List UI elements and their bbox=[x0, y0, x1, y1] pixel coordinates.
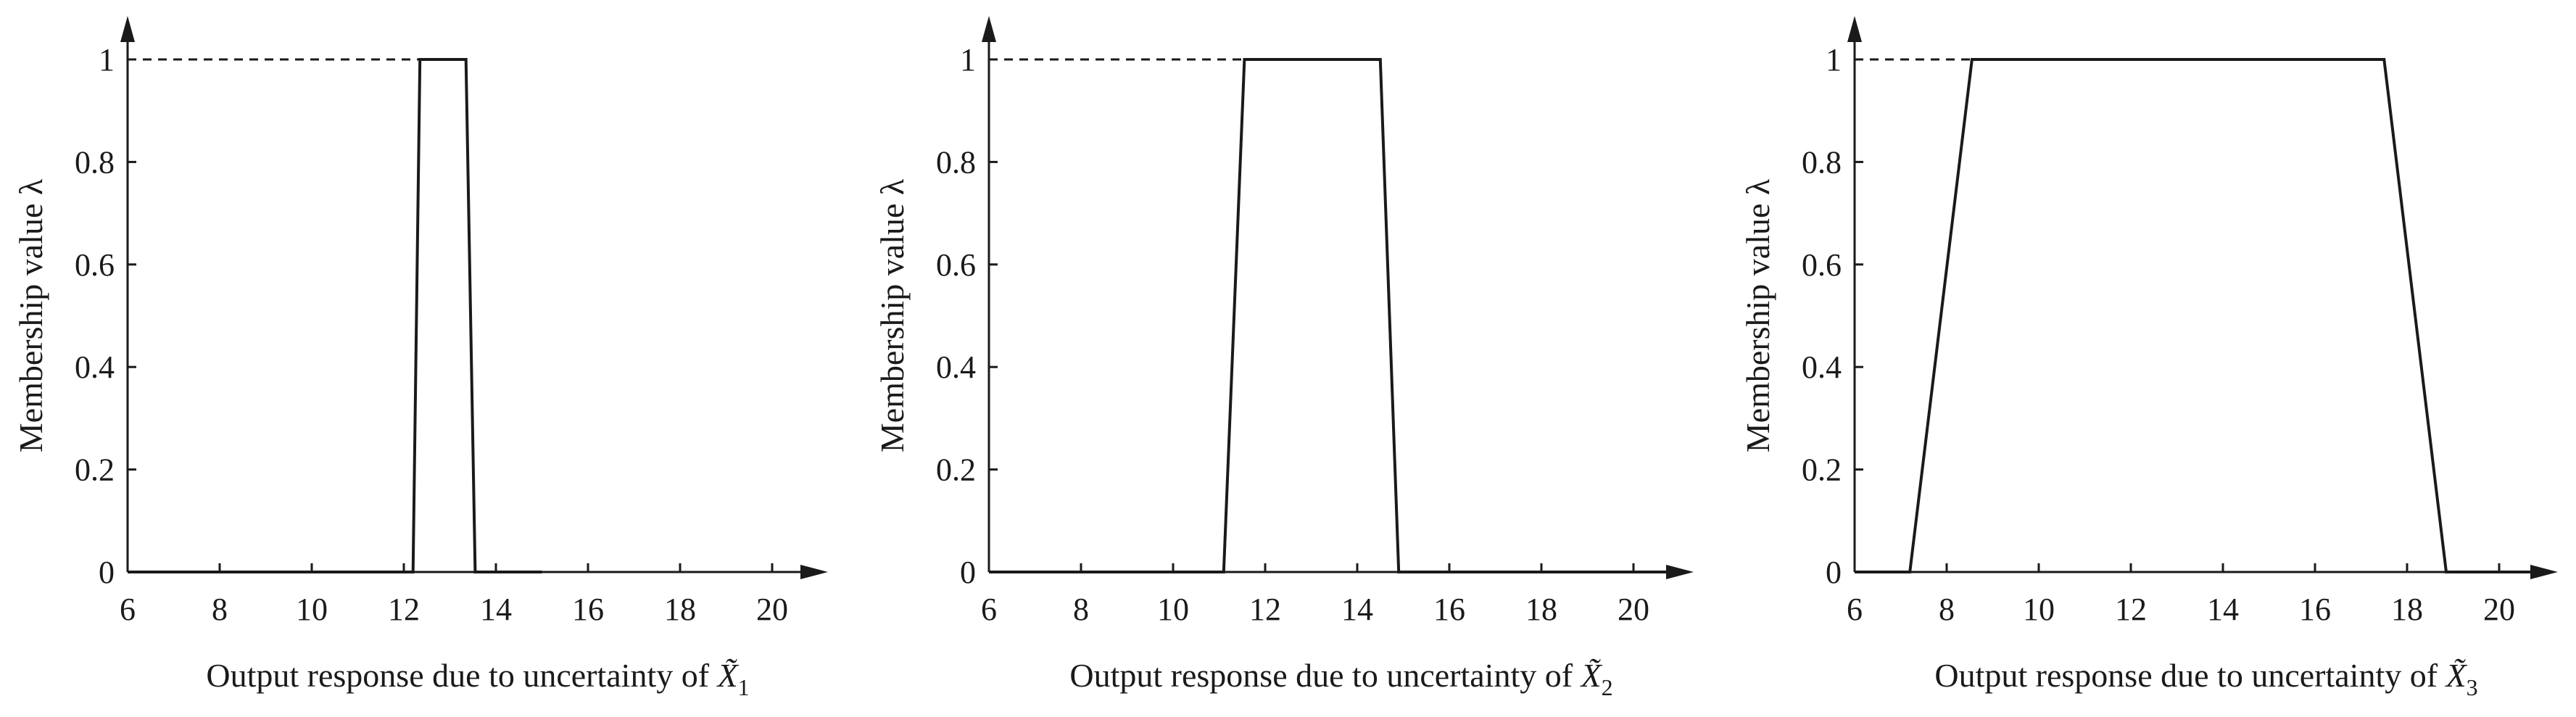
membership-curve bbox=[1855, 58, 2546, 573]
y-tick-label: 0.6 bbox=[1802, 247, 1842, 283]
x-tick-label: 10 bbox=[296, 592, 328, 627]
y-axis-arrow bbox=[982, 16, 996, 42]
x-axis-arrow bbox=[1666, 565, 1694, 579]
x-tick-label: 8 bbox=[1939, 592, 1955, 627]
x-tick-label: 18 bbox=[664, 592, 696, 627]
y-tick-label: 0.6 bbox=[75, 247, 115, 283]
x-tick-label: 14 bbox=[2207, 592, 2239, 627]
x-tick-label: 12 bbox=[2115, 592, 2147, 627]
membership-curve bbox=[989, 58, 1680, 573]
x-tick-label: 10 bbox=[2023, 592, 2055, 627]
y-tick-label: 0.8 bbox=[75, 144, 115, 180]
y-tick-label: 0.2 bbox=[75, 452, 115, 488]
x-tick-label: 20 bbox=[2483, 592, 2515, 627]
y-tick-label: 0.8 bbox=[936, 144, 976, 180]
x-tick-label: 14 bbox=[480, 592, 512, 627]
membership-curve bbox=[128, 58, 542, 573]
y-tick-label: 0.4 bbox=[75, 349, 115, 385]
y-tick-label: 0.4 bbox=[1802, 349, 1842, 385]
y-tick-label: 1 bbox=[1826, 42, 1842, 78]
x-tick-label: 12 bbox=[388, 592, 420, 627]
x-tick-label: 18 bbox=[2391, 592, 2423, 627]
x-axis-label: Output response due to uncertainty of X̃… bbox=[1069, 657, 1612, 700]
x-tick-label: 16 bbox=[2299, 592, 2331, 627]
y-axis-arrow bbox=[120, 16, 135, 42]
x-tick-label: 20 bbox=[1618, 592, 1649, 627]
y-axis-label: Membership value λ bbox=[1739, 178, 1776, 452]
y-tick-label: 1 bbox=[960, 42, 976, 78]
x-tick-label: 10 bbox=[1157, 592, 1189, 627]
y-axis-arrow bbox=[1847, 16, 1862, 42]
y-tick-label: 0 bbox=[1826, 555, 1842, 590]
y-tick-label: 0 bbox=[99, 555, 115, 590]
x-tick-label: 16 bbox=[572, 592, 604, 627]
x-tick-label: 12 bbox=[1249, 592, 1281, 627]
y-axis-label: Membership value λ bbox=[874, 178, 911, 452]
x-tick-label: 14 bbox=[1341, 592, 1373, 627]
x-tick-label: 6 bbox=[120, 592, 136, 627]
y-tick-label: 1 bbox=[99, 42, 115, 78]
y-tick-label: 0.8 bbox=[1802, 144, 1842, 180]
y-axis-label: Membership value λ bbox=[12, 178, 49, 452]
x-tick-label: 8 bbox=[1073, 592, 1089, 627]
x-tick-label: 8 bbox=[212, 592, 228, 627]
x-axis-label: Output response due to uncertainty of X̃… bbox=[1934, 657, 2477, 700]
y-tick-label: 0.4 bbox=[936, 349, 976, 385]
x-tick-label: 6 bbox=[981, 592, 997, 627]
x-tick-label: 6 bbox=[1847, 592, 1863, 627]
y-tick-label: 0 bbox=[960, 555, 976, 590]
x-tick-label: 18 bbox=[1525, 592, 1557, 627]
y-tick-label: 0.2 bbox=[936, 452, 976, 488]
x-axis-arrow bbox=[800, 565, 828, 579]
x-axis-label: Output response due to uncertainty of X̃… bbox=[206, 657, 749, 700]
y-tick-label: 0.6 bbox=[936, 247, 976, 283]
x-tick-label: 20 bbox=[756, 592, 788, 627]
x-tick-label: 16 bbox=[1433, 592, 1465, 627]
y-tick-label: 0.2 bbox=[1802, 452, 1842, 488]
